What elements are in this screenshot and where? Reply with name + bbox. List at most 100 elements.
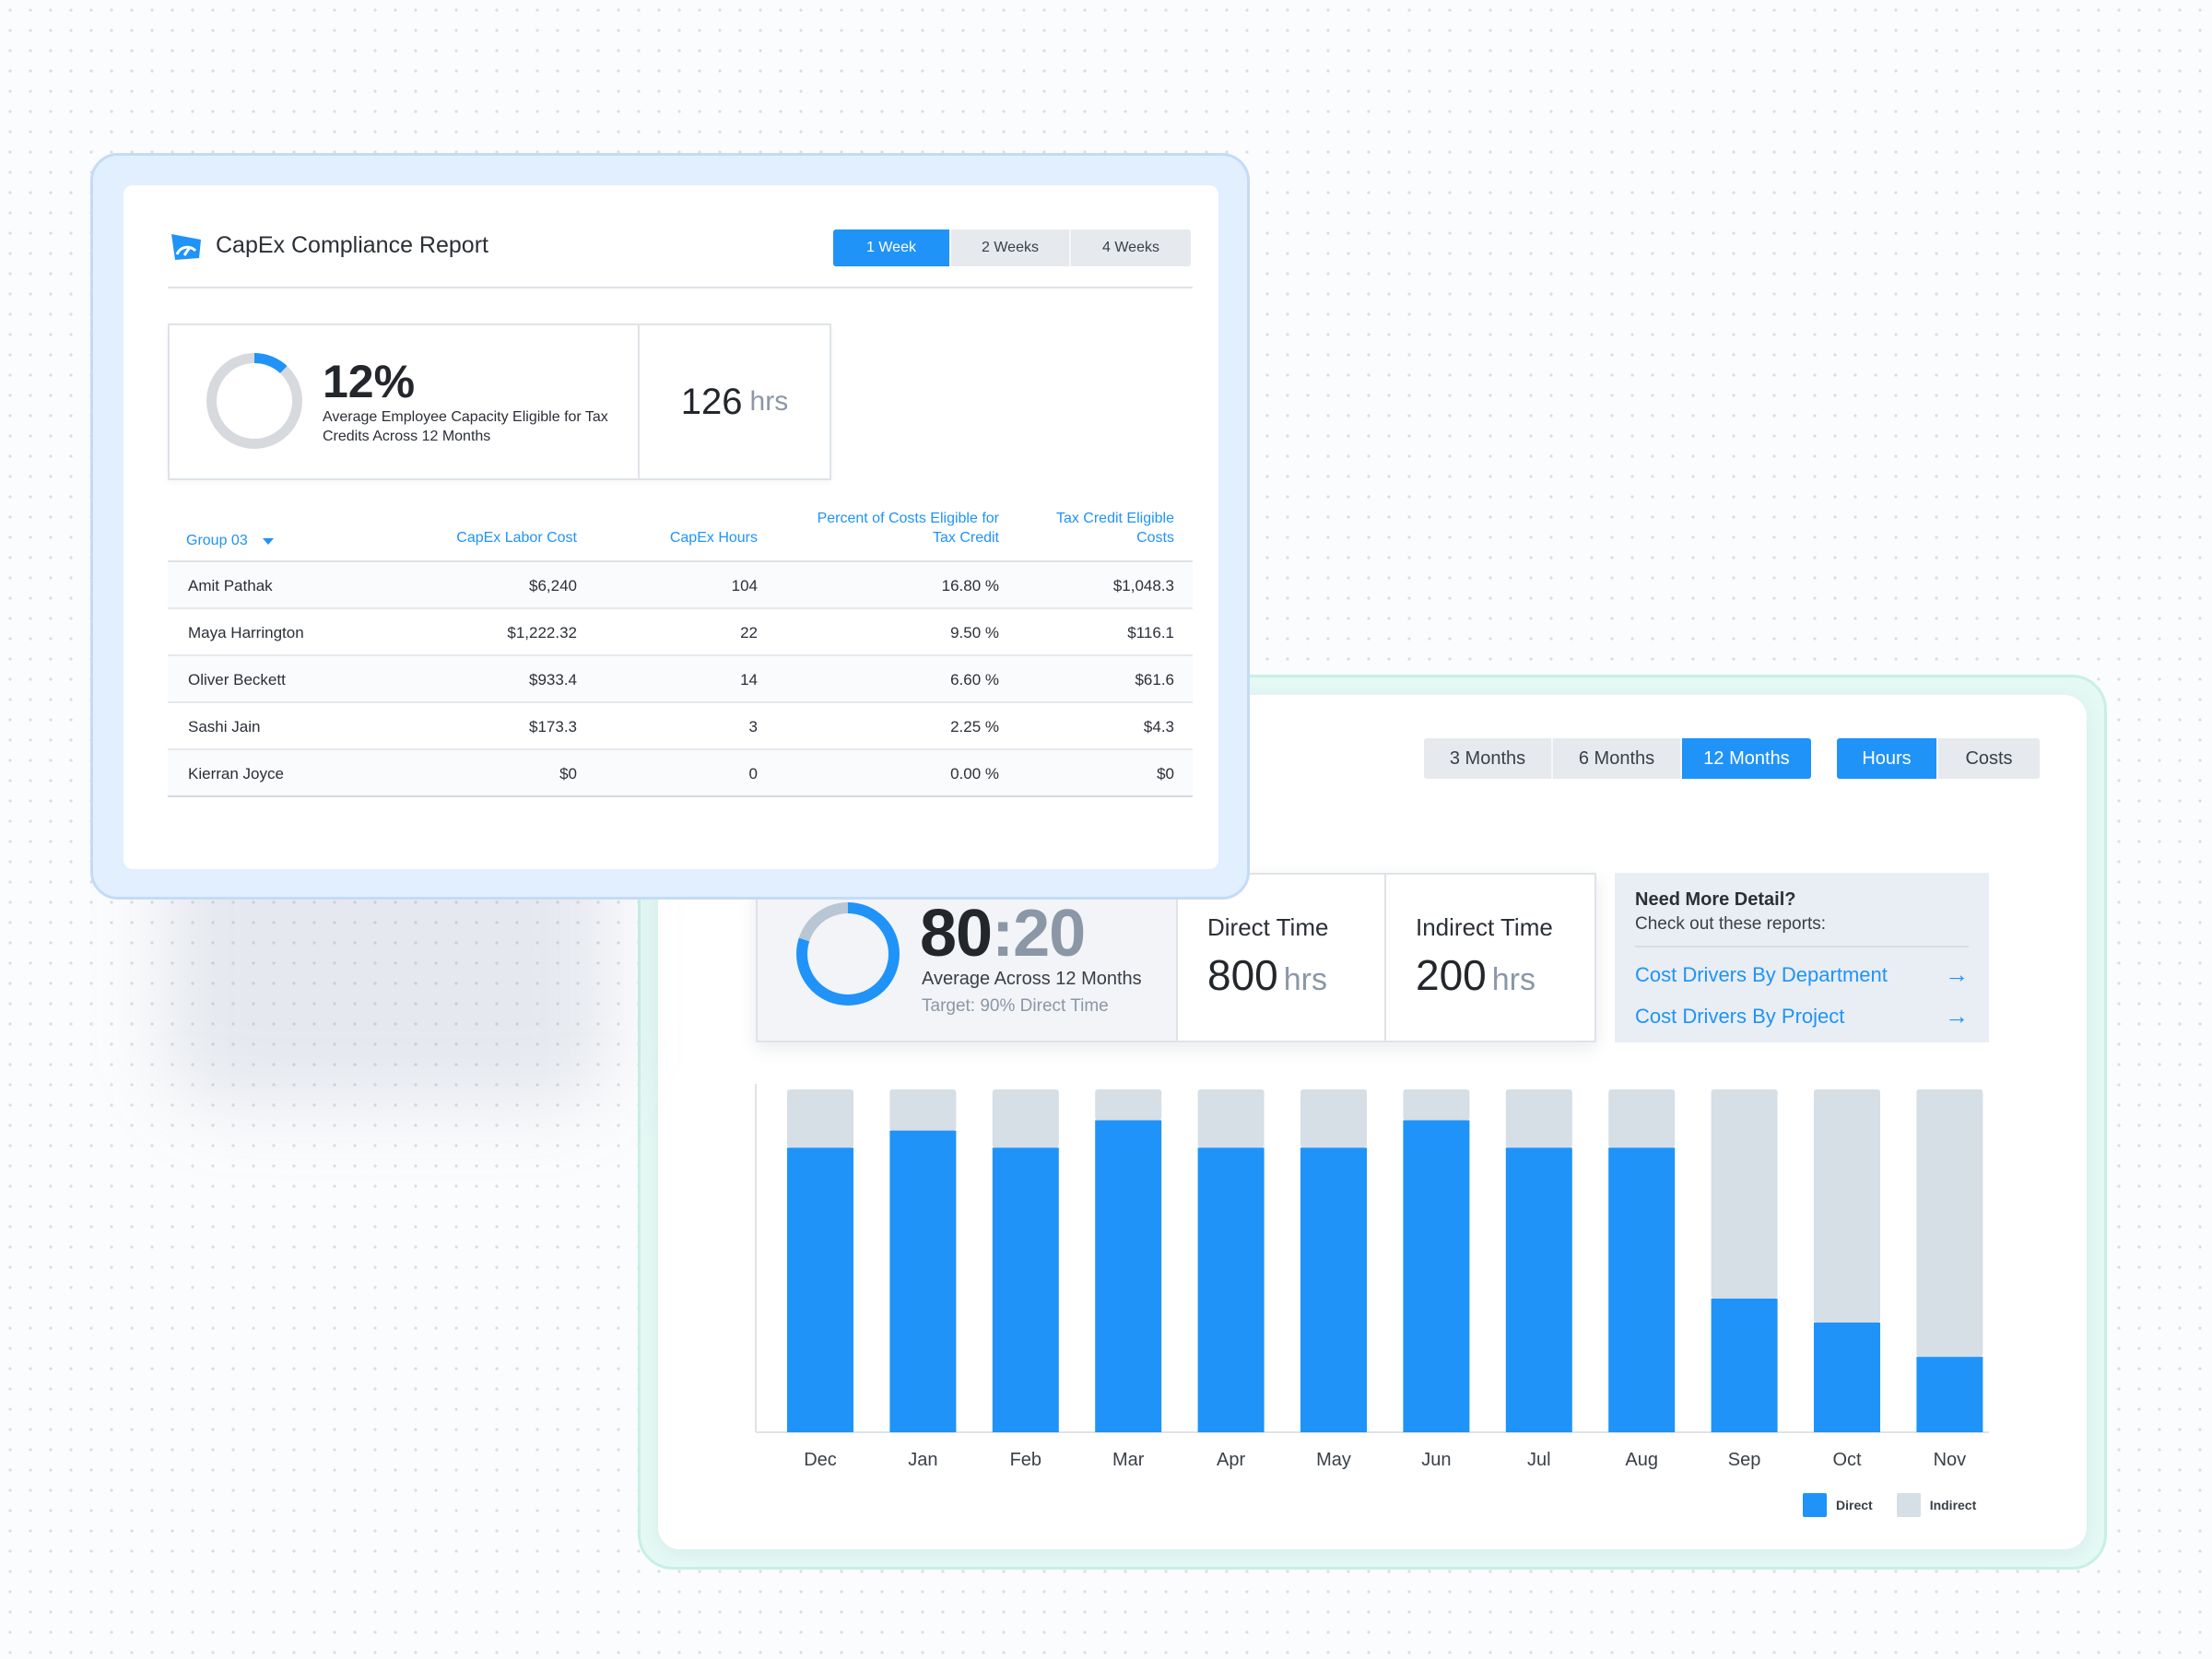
detail-panel: Need More Detail? Check out these report… bbox=[1615, 873, 1989, 1042]
detail-subtitle: Check out these reports: bbox=[1635, 914, 1969, 947]
bar-direct-nov[interactable] bbox=[1916, 1357, 1983, 1432]
group-select[interactable]: Group 03 bbox=[186, 533, 274, 549]
x-tick-label: Sep bbox=[1728, 1450, 1761, 1470]
cell-name: Oliver Beckett bbox=[188, 671, 286, 688]
legend-indirect: Indirect bbox=[1896, 1493, 1977, 1517]
indirect-time-unit: hrs bbox=[1491, 962, 1535, 997]
metric-tab-costs[interactable]: Costs bbox=[1938, 738, 2040, 779]
cell-hours: 14 bbox=[740, 671, 758, 688]
ratio-direct: 80 bbox=[920, 897, 993, 971]
capacity-donut-chart bbox=[206, 353, 302, 449]
column-header-labor-cost[interactable]: CapEx Labor Cost bbox=[456, 530, 577, 546]
table-body: Amit Pathak $6,240 104 16.80 % $1,048.3 Maya … bbox=[168, 562, 1193, 797]
table-header: Group 03 CapEx Labor Cost CapEx Hours Pe… bbox=[168, 509, 1193, 562]
cell-name: Amit Pathak bbox=[188, 577, 273, 594]
bar-indirect-sep[interactable] bbox=[1711, 1089, 1778, 1299]
direct-time-stat: Direct Time 800 hrs bbox=[1178, 875, 1386, 1041]
capacity-caption: Average Employee Capacity Eligible for T… bbox=[323, 409, 608, 444]
range-tab-12-months[interactable]: 12 Months bbox=[1682, 738, 1811, 779]
report-header: CapEx Compliance Report bbox=[168, 227, 488, 264]
range-tab-3-months[interactable]: 3 Months bbox=[1424, 738, 1553, 779]
capacity-summary: 12% Average Employee Capacity Eligible f… bbox=[170, 325, 640, 478]
cell-labor-cost: $6,240 bbox=[529, 577, 577, 594]
column-header-percent[interactable]: Percent of Costs Eligible for Tax Credit bbox=[817, 511, 999, 546]
indirect-time-value: 200 hrs bbox=[1416, 950, 1535, 1000]
x-tick-label: May bbox=[1316, 1450, 1351, 1470]
cell-credit: $116.1 bbox=[1127, 624, 1174, 641]
bar-indirect-feb[interactable] bbox=[992, 1089, 1059, 1148]
metric-tab-hours[interactable]: Hours bbox=[1837, 738, 1938, 779]
arrow-right-icon: → bbox=[1945, 1002, 1969, 1030]
bar-direct-oct[interactable] bbox=[1814, 1322, 1880, 1432]
bar-direct-jun[interactable] bbox=[1403, 1120, 1470, 1432]
cell-labor-cost: $933.4 bbox=[529, 671, 577, 688]
bar-indirect-may[interactable] bbox=[1300, 1089, 1367, 1148]
cell-hours: 104 bbox=[731, 577, 758, 594]
bar-indirect-jan[interactable] bbox=[889, 1089, 957, 1131]
bar-indirect-apr[interactable] bbox=[1197, 1089, 1265, 1148]
range-segmented-control: 3 Months 6 Months 12 Months bbox=[1424, 738, 1811, 779]
legend-direct: Direct bbox=[1803, 1493, 1873, 1517]
table-row[interactable]: Oliver Beckett $933.4 14 6.60 % $61.6 bbox=[168, 656, 1193, 703]
bar-direct-aug[interactable] bbox=[1608, 1147, 1676, 1432]
cell-name: Sashi Jain bbox=[188, 718, 261, 735]
week-tab-4-weeks[interactable]: 4 Weeks bbox=[1071, 229, 1191, 266]
week-tab-2-weeks[interactable]: 2 Weeks bbox=[951, 229, 1071, 266]
cell-hours: 3 bbox=[748, 718, 758, 735]
link-cost-drivers-department[interactable]: Cost Drivers By Department → bbox=[1635, 960, 1969, 989]
capacity-value: 12% bbox=[323, 356, 416, 407]
x-tick-label: Dec bbox=[804, 1450, 837, 1470]
direct-time-value: 800 hrs bbox=[1207, 950, 1327, 1000]
bar-indirect-jun[interactable] bbox=[1403, 1089, 1470, 1121]
group-select-value: Group 03 bbox=[186, 533, 248, 548]
bar-indirect-aug[interactable] bbox=[1608, 1089, 1676, 1148]
column-header-credit[interactable]: Tax Credit Eligible Costs bbox=[1055, 511, 1174, 546]
chart-x-ticks: Dec Jan Feb Mar Apr May Jun Jul Aug Sep Oct Nov bbox=[804, 1450, 1966, 1470]
cell-credit: $1,048.3 bbox=[1112, 577, 1174, 594]
ratio-summary: 80:20 Average Across 12 Months Target: 9… bbox=[758, 875, 1178, 1041]
cell-percent: 6.60 % bbox=[950, 671, 999, 688]
cell-name: Kierran Joyce bbox=[188, 765, 284, 782]
bar-direct-mar[interactable] bbox=[1095, 1120, 1162, 1432]
table-row[interactable]: Maya Harrington $1,222.32 22 9.50 % $116.1 bbox=[168, 609, 1193, 656]
cell-percent: 0.00 % bbox=[950, 765, 999, 782]
capex-table: Group 03 CapEx Labor Cost CapEx Hours Pe… bbox=[168, 509, 1193, 797]
x-tick-label: Mar bbox=[1112, 1450, 1145, 1470]
gauge-icon bbox=[171, 234, 201, 260]
link-cost-drivers-project[interactable]: Cost Drivers By Project → bbox=[1635, 1002, 1969, 1030]
legend-label-indirect: Indirect bbox=[1929, 1498, 1977, 1512]
x-tick-label: Apr bbox=[1217, 1450, 1245, 1470]
bar-indirect-mar[interactable] bbox=[1095, 1089, 1162, 1121]
bar-direct-dec[interactable] bbox=[787, 1147, 853, 1432]
bar-indirect-dec[interactable] bbox=[787, 1089, 853, 1148]
bar-indirect-nov[interactable] bbox=[1916, 1089, 1983, 1358]
bar-direct-may[interactable] bbox=[1300, 1147, 1367, 1432]
direct-time-unit: hrs bbox=[1283, 962, 1327, 997]
table-row[interactable]: Amit Pathak $6,240 104 16.80 % $1,048.3 bbox=[168, 562, 1193, 609]
bar-indirect-jul[interactable] bbox=[1505, 1089, 1572, 1148]
direct-time-label: Direct Time bbox=[1206, 913, 1329, 941]
x-tick-label: Aug bbox=[1625, 1450, 1658, 1470]
ratio-value: 80:20 bbox=[920, 900, 1086, 967]
bar-direct-feb[interactable] bbox=[992, 1147, 1059, 1432]
cell-credit: $61.6 bbox=[1135, 671, 1174, 688]
cell-labor-cost: $1,222.32 bbox=[507, 624, 577, 641]
table-row[interactable]: Sashi Jain $173.3 3 2.25 % $4.3 bbox=[168, 703, 1193, 750]
bar-direct-sep[interactable] bbox=[1711, 1298, 1778, 1432]
x-tick-label: Oct bbox=[1832, 1450, 1862, 1470]
bar-indirect-oct[interactable] bbox=[1814, 1089, 1880, 1323]
monthly-time-bar-chart: Dec Jan Feb Mar Apr May Jun Jul Aug Sep Oct Nov bbox=[755, 1084, 1989, 1470]
range-tab-6-months[interactable]: 6 Months bbox=[1553, 738, 1682, 779]
capex-hours-value: 126 bbox=[680, 381, 743, 422]
chart-legend: Direct Indirect bbox=[1803, 1493, 1976, 1517]
table-row[interactable]: Kierran Joyce $0 0 0.00 % $0 bbox=[168, 750, 1193, 797]
cell-name: Maya Harrington bbox=[188, 624, 304, 641]
bar-direct-jan[interactable] bbox=[889, 1130, 957, 1432]
week-tab-1-week[interactable]: 1 Week bbox=[833, 229, 951, 266]
cell-labor-cost: $173.3 bbox=[529, 718, 577, 735]
column-header-hours[interactable]: CapEx Hours bbox=[669, 530, 758, 546]
bar-direct-jul[interactable] bbox=[1505, 1147, 1572, 1432]
cell-percent: 9.50 % bbox=[950, 624, 999, 641]
x-tick-label: Feb bbox=[1010, 1450, 1041, 1470]
bar-direct-apr[interactable] bbox=[1197, 1147, 1265, 1432]
